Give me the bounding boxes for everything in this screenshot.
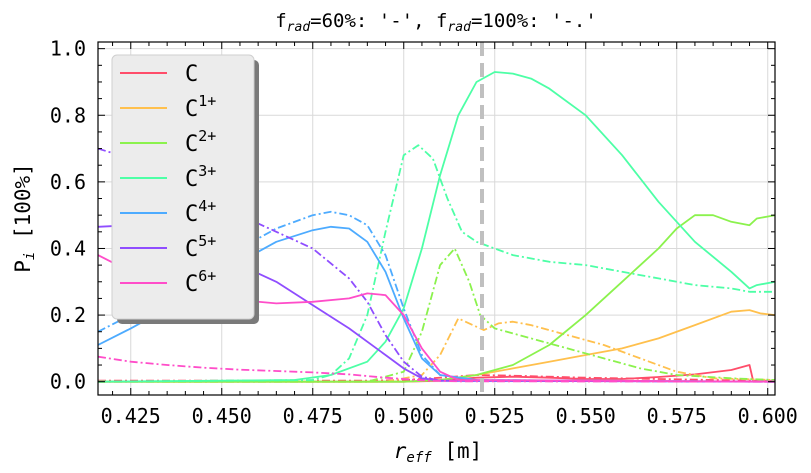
y-tick-label: 0.8 (50, 103, 86, 127)
chart-title: frad=60%: '-', frad=100%: '-.' (275, 10, 597, 35)
x-tick-label: 0.575 (647, 404, 707, 428)
x-tick-label: 0.600 (738, 404, 798, 428)
y-tick-label: 0.6 (50, 170, 86, 194)
x-axis-label: reff [m] (394, 439, 483, 466)
x-tick-label: 0.550 (556, 404, 616, 428)
series-c3plus-solid (98, 71, 775, 383)
y-tick-label: 0.0 (50, 370, 86, 394)
x-tick-label: 0.500 (374, 404, 434, 428)
legend-label-c2plus: C2+ (185, 127, 216, 157)
legend-box (111, 54, 255, 320)
x-tick-label: 0.475 (283, 404, 343, 428)
series-c1plus-dashdot (98, 317, 775, 383)
series-c0-dashdot (98, 374, 775, 382)
series-c6plus-dashdot (98, 355, 775, 383)
tick-labels: 0.425 0.450 0.475 0.500 0.525 0.550 0.575 0.600… (50, 37, 798, 428)
y-tick-label: 1.0 (50, 37, 86, 61)
axis-ticks (98, 42, 775, 395)
y-axis-label: Pi [100%] (11, 163, 38, 273)
legend-label-c5plus: C5+ (185, 232, 216, 262)
legend: CC1+C2+C3+C4+C5+C6+ (111, 54, 259, 324)
plot-frame (97, 41, 776, 396)
y-tick-label: 0.2 (50, 303, 86, 327)
x-tick-label: 0.450 (192, 404, 252, 428)
x-tick-label: 0.525 (465, 404, 525, 428)
series-c3plus-dashdot (98, 144, 775, 383)
y-tick-label: 0.4 (50, 236, 86, 260)
series-c2plus-dashdot (98, 247, 775, 383)
legend-label-c0: C (185, 62, 198, 87)
x-tick-label: 0.425 (101, 404, 161, 428)
series-layer (98, 71, 775, 383)
